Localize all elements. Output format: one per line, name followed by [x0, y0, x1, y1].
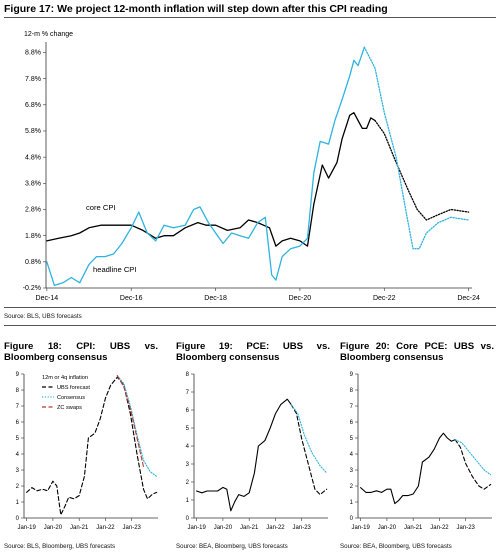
fig19-chart: 0 1 2 3 4 5 6 7 8 Jan-19 Jan-20 Jan-21 Jan-22 Jan-23	[186, 372, 328, 531]
fig18-legend-entry: Consensus	[57, 395, 85, 401]
fig17-x-tick-label: Dec-24	[457, 295, 480, 302]
fig20-x-tick-label: Jan-22	[430, 525, 449, 531]
fig20-y-tick-label: 5	[350, 436, 354, 442]
fig17-y-tick-label: 8.8%	[25, 50, 41, 57]
fig19-y-tick-label: 6	[186, 408, 190, 414]
fig20-x-tick-label: Jan-21	[404, 525, 423, 531]
fig17-y-tick-label: 0.8%	[25, 259, 41, 266]
fig19-y-tick-label: 7	[186, 390, 190, 396]
fig18-chart: 0 1 2 3 4 5 6 7 8 9 Jan-19 Jan-20 Jan-21 Jan-22 Jan-23…	[16, 372, 158, 531]
fig19-x-tick-label: Jan-19	[187, 525, 206, 531]
fig18-x-tick-label: Jan-23	[123, 525, 142, 531]
fig19-title: Figure 19: PCE: UBS vs. Bloomberg consen…	[176, 341, 330, 363]
fig18-x-tick-label: Jan-21	[70, 525, 89, 531]
fig19-y-tick-label: 0	[186, 516, 190, 522]
fig17-series-headline-cpi-forecast	[363, 46, 470, 250]
fig18-y-tick-label: 0	[16, 516, 20, 522]
fig18-legend-entry: UBS forecast	[57, 385, 90, 391]
fig18-series-ubs-forecast	[26, 376, 158, 516]
fig19-x-tick-label: Jan-21	[240, 525, 259, 531]
fig17-y-tick-label: 4.8%	[25, 154, 41, 161]
fig19-series-consensus	[290, 404, 328, 474]
fig17-y-tick-label: 5.8%	[25, 128, 41, 135]
fig19-x-tick-label: Jan-22	[266, 525, 285, 531]
fig20-series-ubs-forecast-dashed	[454, 439, 492, 490]
fig17-y-tick-label: 2.8%	[25, 207, 41, 214]
fig19-y-tick-label: 8	[186, 372, 190, 378]
fig20-y-tick-label: 0	[350, 516, 354, 522]
fig19-y-tick-label: 5	[186, 426, 190, 432]
fig17-chart: -0.2% 0.8% 1.8% 2.8% 3.8% 4.8% 5.8% 6.8% 7.8% 8.8…	[23, 31, 480, 302]
fig20-y-tick-label: 8	[350, 388, 354, 394]
fig20-y-tick-label: 9	[350, 372, 354, 378]
fig17-x-tick-label: Dec-16	[120, 295, 143, 302]
fig20-x-tick-label: Jan-23	[457, 525, 476, 531]
fig17-y-tick-label: -0.2%	[23, 285, 41, 292]
fig19-y-tick-label: 2	[186, 480, 190, 486]
fig17-y-tick-label: 3.8%	[25, 181, 41, 188]
fig18-legend-entry: ZC swaps	[57, 405, 82, 411]
fig18-y-tick-label: 3	[16, 468, 20, 474]
fig17-annotation: headline CPI	[93, 265, 136, 274]
fig20-series-consensus	[454, 439, 492, 476]
fig18-y-tick-label: 4	[16, 452, 20, 458]
fig18-y-tick-label: 7	[16, 404, 20, 410]
fig20-title: Figure 20: Core PCE: UBS vs. Bloomberg c…	[340, 341, 494, 363]
fig20-x-tick-label: Jan-20	[378, 525, 397, 531]
fig19-y-tick-label: 4	[186, 444, 190, 450]
fig17-source-rule	[4, 325, 496, 326]
fig19-y-tick-label: 1	[186, 498, 190, 504]
fig17-ylabel: 12-m % change	[24, 31, 73, 38]
fig18-y-tick-label: 2	[16, 484, 20, 490]
fig19-x-tick-label: Jan-23	[293, 525, 312, 531]
fig20-y-tick-label: 2	[350, 484, 354, 490]
fig18-y-tick-label: 5	[16, 436, 20, 442]
fig20-source: Source: BEA, Bloomberg, UBS forecasts	[340, 543, 452, 550]
fig20-y-tick-label: 3	[350, 468, 354, 474]
fig18-title: Figure 18: CPI: UBS vs. Bloomberg consen…	[4, 341, 158, 363]
fig19-x-tick-label: Jan-20	[214, 525, 233, 531]
fig18-y-tick-label: 8	[16, 388, 20, 394]
fig18-x-tick-label: Jan-20	[44, 525, 63, 531]
fig18-y-tick-label: 9	[16, 372, 20, 378]
fig17-title: Figure 17: We project 12-month inflation…	[4, 3, 388, 15]
fig17-top-rule	[4, 17, 496, 18]
fig18-y-tick-label: 6	[16, 420, 20, 426]
fig17-y-tick-label: 1.8%	[25, 233, 41, 240]
fig17-series-core-cpi-forecast	[374, 119, 470, 221]
fig20-y-tick-label: 4	[350, 452, 354, 458]
fig18-series-zc-swaps	[116, 375, 145, 468]
fig20-y-tick-label: 7	[350, 404, 354, 410]
fig17-x-tick-label: Dec-22	[373, 295, 396, 302]
fig17-y-tick-label: 7.8%	[25, 76, 41, 83]
fig18-y-tick-label: 1	[16, 500, 20, 506]
fig20-series-ubs-forecast	[360, 432, 456, 505]
fig17-source: Source: BLS, UBS forecasts	[4, 313, 82, 320]
fig17-series-core-cpi	[46, 112, 376, 247]
fig20-y-tick-label: 1	[350, 500, 354, 506]
fig20-x-tick-label: Jan-19	[351, 525, 370, 531]
fig18-x-tick-label: Jan-22	[96, 525, 115, 531]
fig18-x-tick-label: Jan-19	[17, 525, 36, 531]
fig17-x-tick-label: Dec-20	[289, 295, 312, 302]
fig19-source: Source: BEA, Bloomberg, UBS forecasts	[176, 543, 288, 550]
fig18-source: Source: BLS, Bloomberg, UBS forecasts	[4, 543, 116, 550]
fig19-y-tick-label: 3	[186, 462, 190, 468]
fig18-series-consensus	[116, 375, 158, 477]
fig19-series-ubs-forecast-dashed	[290, 404, 328, 496]
fig17-x-tick-label: Dec-14	[36, 295, 59, 302]
fig19-series-ubs-forecast	[196, 398, 292, 512]
fig17-annotation: core CPI	[86, 203, 116, 212]
fig17-bottom-rule	[4, 307, 496, 308]
fig17-series-headline-cpi	[46, 46, 366, 287]
fig20-chart: 0 1 2 3 4 5 6 7 8 9 Jan-19 Jan-20 Jan-21 Jan-22 Jan-23	[350, 372, 492, 531]
fig18-legend-title: 12m or 4q inflation	[42, 375, 88, 381]
fig17-x-tick-label: Dec-18	[204, 295, 227, 302]
fig20-y-tick-label: 6	[350, 420, 354, 426]
fig17-y-tick-label: 6.8%	[25, 102, 41, 109]
